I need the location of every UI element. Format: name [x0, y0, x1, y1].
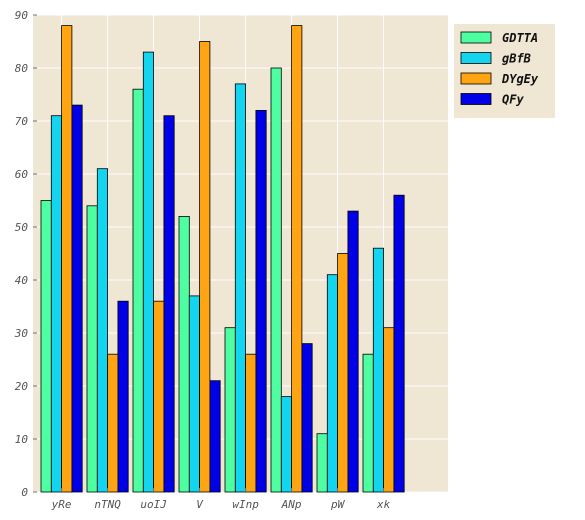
legend-label-QFy: QFy [502, 93, 524, 107]
y-tick-label: 30 [14, 327, 29, 340]
bar-DYgEy-nTNQ [107, 353, 119, 493]
bar-GDTTA-yRe [40, 200, 52, 493]
bar-GDTTA-V [178, 215, 190, 493]
bar-DYgEy-ANp [291, 25, 303, 493]
x-tick-label: wInp [232, 498, 259, 511]
bar-DYgEy-wInp [245, 353, 257, 493]
bar-GDTTA-nTNQ [86, 205, 98, 493]
y-tick-label: 50 [15, 221, 29, 234]
y-tick-label: 40 [15, 274, 29, 287]
x-tick-label: yRe [51, 498, 72, 511]
bar-DYgEy-xk [383, 327, 395, 493]
bar-gBfB-pW [326, 274, 338, 493]
y-tick-label: 0 [21, 486, 28, 499]
bar-QFy-wInp [255, 110, 267, 493]
bar-gBfB-nTNQ [96, 168, 109, 493]
legend-swatch-gBfB [460, 52, 492, 64]
bar-QFy-yRe [71, 104, 83, 493]
bar-gBfB-xk [372, 247, 384, 493]
bar-gBfB-V [188, 295, 201, 493]
y-axis-ticks: 0 10 20 30 40 50 60 70 80 90 [14, 9, 37, 499]
bar-gBfB-ANp [280, 396, 292, 493]
x-tick-label: V [196, 498, 204, 511]
bar-gBfB-uoIJ [142, 51, 155, 493]
bar-gBfB-yRe [50, 115, 62, 493]
bars [40, 25, 405, 493]
bar-QFy-V [209, 380, 221, 493]
bar-QFy-pW [347, 210, 359, 493]
legend-label-DYgEy: DYgEy [501, 72, 539, 86]
bar-gBfB-wInp [234, 83, 247, 493]
legend-label-GDTTA: GDTTA [502, 31, 538, 45]
x-tick-label: ANp [281, 498, 302, 511]
bar-GDTTA-xk [362, 353, 374, 493]
y-tick-label: 20 [15, 380, 29, 393]
x-tick-label: nTNQ [94, 498, 121, 511]
legend-swatch-GDTTA [460, 31, 492, 44]
bar-GDTTA-wInp [224, 327, 236, 493]
bar-QFy-ANp [301, 343, 313, 493]
legend-swatch-DYgEy [460, 72, 492, 85]
bar-GDTTA-ANp [270, 67, 282, 493]
bar-QFy-nTNQ [117, 300, 129, 493]
bar-DYgEy-yRe [61, 25, 73, 493]
bar-DYgEy-pW [337, 253, 349, 493]
legend: GDTTA gBfB DYgEy QFy [454, 24, 555, 118]
bar-GDTTA-pW [316, 433, 328, 493]
y-tick-label: 90 [15, 9, 29, 22]
x-tick-label: uoIJ [140, 498, 167, 511]
bar-DYgEy-V [199, 41, 211, 493]
y-tick-label: 70 [15, 115, 29, 128]
x-tick-label: pW [330, 498, 346, 511]
y-tick-label: 10 [15, 433, 29, 446]
y-tick-label: 60 [15, 168, 29, 181]
bar-QFy-uoIJ [163, 115, 175, 493]
bar-QFy-xk [393, 194, 405, 493]
y-tick-label: 80 [15, 62, 29, 75]
x-tick-label: xk [376, 498, 391, 511]
legend-swatch-QFy [460, 93, 492, 105]
bar-DYgEy-uoIJ [153, 300, 165, 493]
legend-label-gBfB: gBfB [502, 52, 531, 66]
bar-GDTTA-uoIJ [132, 88, 144, 493]
